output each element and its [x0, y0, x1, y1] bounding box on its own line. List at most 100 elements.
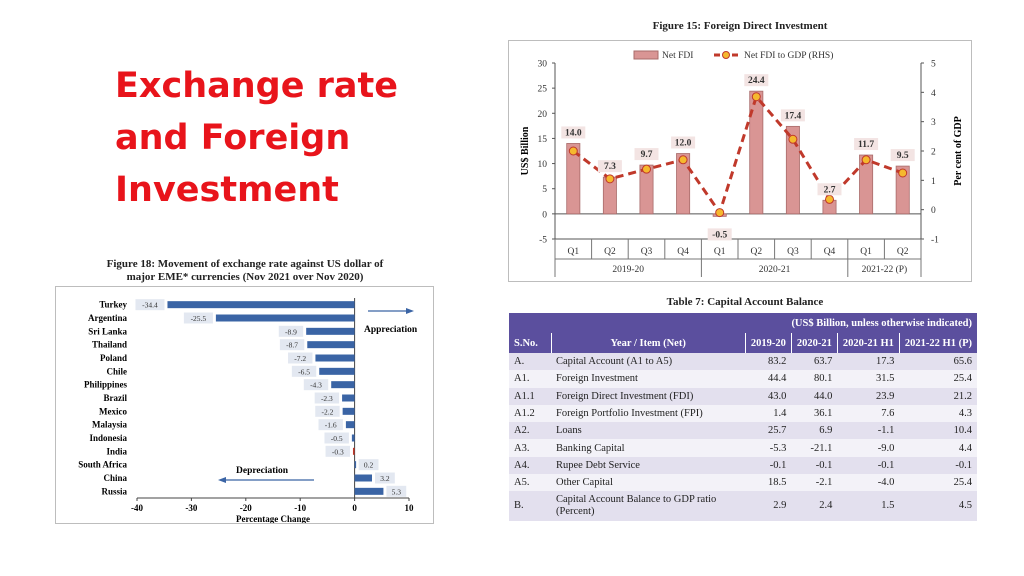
value-label-bg [890, 149, 915, 162]
y-tick-label: 0 [542, 210, 547, 220]
table-cell-value: -4.0 [837, 474, 900, 492]
slide-title-line: Investment [115, 170, 339, 210]
slide-title: Exchange rate and Foreign Investment [115, 60, 415, 216]
value-label-bg [634, 148, 659, 161]
exchange-bar [331, 381, 355, 389]
value-label-bg [854, 138, 879, 151]
value-label-bg [325, 445, 350, 457]
legend-bar-label: Net FDI [662, 51, 693, 61]
fdi-gdp-point [788, 134, 798, 144]
exchange-value-label: -8.7 [286, 341, 298, 350]
fdi-gdp-point [678, 155, 688, 165]
y-tick-label: 25 [538, 85, 548, 95]
country-label: India [106, 446, 127, 456]
table-cell-value: 43.0 [745, 387, 792, 405]
value-label-bg [707, 228, 732, 241]
fdi-gdp-point [605, 174, 615, 184]
exchange-value-label: -4.3 [310, 381, 322, 390]
table-row: A. Capital Account (A1 to A5) 83.2 63.7 17.3… [509, 353, 977, 371]
table-cell-value: 25.4 [899, 474, 977, 492]
value-label-bg [314, 392, 340, 404]
exchange-value-label: -0.3 [332, 447, 344, 456]
exchange-value-label: -1.6 [325, 421, 337, 430]
table-cell-value: 23.9 [837, 387, 900, 405]
slide-title-line: and Foreign [115, 118, 351, 158]
country-label: Philippines [84, 380, 128, 390]
value-label-bg [303, 379, 329, 391]
value-label-bg [561, 126, 586, 139]
exchange-bar [307, 341, 355, 349]
table-cell-value: 6.9 [791, 422, 838, 440]
y2-tick-label: 5 [931, 60, 936, 70]
value-label-bg [288, 352, 313, 364]
table-cell-value: -0.1 [745, 456, 792, 475]
table-cell-sno: A4. [509, 456, 551, 475]
exchange-value-label: -34.4 [142, 301, 158, 310]
table-cell-item: Capital Account Balance to GDP ratio (Pe… [551, 491, 746, 522]
exchange-value-label: 5.3 [392, 487, 402, 496]
table-cell-value: -5.3 [745, 439, 792, 457]
exchange-rate-chart: -40 -30 -20 -10 0 10 Percentage Change Turkey -3… [78, 298, 418, 524]
table-cell-sno: A3. [509, 439, 551, 457]
depreciation-label: Depreciation [236, 466, 289, 476]
slide-title-line: Exchange rate [115, 66, 399, 106]
table-cell-value: 4.4 [899, 439, 977, 457]
exchange-bar [342, 394, 355, 402]
fdi-bar [785, 125, 800, 215]
exchange-bar [354, 487, 384, 495]
fdi-bar [859, 154, 874, 215]
country-label: Thailand [92, 340, 127, 350]
x-tick-label: 0 [352, 503, 357, 513]
y-axis-title: US$ Billion [520, 126, 531, 175]
exchange-value-label: -0.5 [331, 434, 343, 443]
exchange-bar [345, 421, 355, 429]
table-cell-value: 17.3 [837, 353, 900, 371]
table-cell-item: Capital Account (A1 to A5) [551, 353, 746, 371]
exchange-bar [215, 314, 355, 322]
exchange-value-label: 3.2 [380, 474, 390, 483]
fig15-panel: 30 25 20 15 10 5 0 -5 5 4 3 2 1 0 -1 US$ Billion Per cen… [508, 40, 972, 282]
exchange-bar [315, 354, 355, 362]
table-cell-item: Foreign Portfolio Investment (FPI) [551, 404, 746, 423]
fig18-caption-line1: Figure 18: Movement of exchange rate aga… [106, 258, 384, 270]
quarter-label: Q4 [677, 247, 689, 257]
exchange-bar [342, 407, 355, 415]
fdi-gdp-point [642, 164, 651, 174]
table-cell-value: 1.5 [837, 491, 900, 522]
country-label: Poland [100, 353, 127, 363]
table-cell-value: 4.5 [899, 491, 977, 522]
fdi-value-label: 2.7 [824, 185, 836, 195]
table-cell-value: 18.5 [745, 474, 792, 492]
table-cell-value: -0.1 [791, 456, 838, 475]
table-cell-value: -2.1 [791, 474, 838, 492]
table-cell-sno: A2. [509, 422, 551, 440]
depreciation-arrowhead [218, 477, 226, 483]
fig18-panel: -40 -30 -20 -10 0 10 Percentage Change Turkey -3… [55, 286, 434, 524]
table-header-cell: 2019-20 [744, 333, 792, 353]
fdi-value-label: 7.3 [604, 162, 616, 172]
fdi-gdp-point [568, 146, 578, 156]
table-cell-value: 63.7 [791, 353, 838, 371]
table-cell-sno: A. [509, 353, 551, 371]
value-label-bg [386, 485, 407, 497]
table-cell-item: Rupee Debt Service [551, 456, 746, 475]
value-label-bg [780, 109, 805, 122]
country-label: Indonesia [89, 433, 127, 443]
fdi-value-label: 9.5 [897, 151, 909, 161]
fig18-caption: Figure 18: Movement of exchange rate aga… [90, 258, 400, 284]
table-row: A2. Loans 25.7 6.9 -1.1 10.4 [509, 422, 977, 440]
table-cell-sno: A1.2 [509, 404, 551, 423]
fdi-value-label: 17.4 [785, 111, 802, 121]
table-cell-value: 44.0 [791, 387, 838, 405]
x-tick-label: -20 [240, 503, 252, 513]
exchange-value-label: -8.9 [285, 327, 297, 336]
table-cell-value: 10.4 [899, 422, 977, 440]
table-cell-sno: A1. [509, 370, 551, 388]
value-label-bg [279, 339, 305, 351]
table-row: A5. Other Capital 18.5 -2.1 -4.0 25.4 [509, 474, 977, 492]
y-tick-label: 10 [538, 160, 548, 170]
table-unit-row: (US$ Billion, unless otherwise indicated… [509, 313, 977, 333]
x-tick-label: 10 [405, 503, 415, 513]
x-tick-label: -40 [131, 503, 143, 513]
table-row: B. Capital Account Balance to GDP ratio (… [509, 491, 977, 522]
